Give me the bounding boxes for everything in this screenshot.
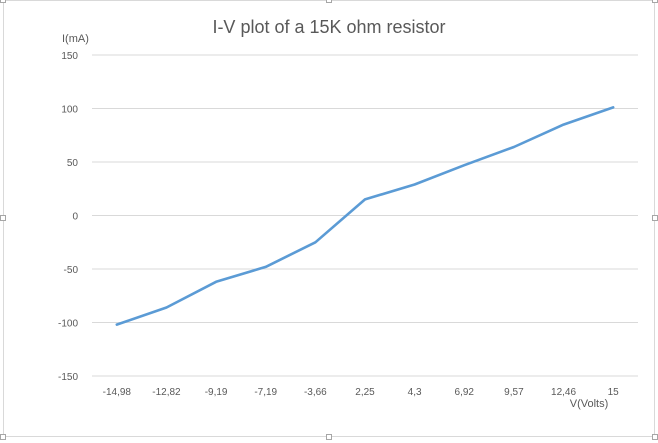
x-tick-label: 15: [608, 387, 620, 398]
y-tick-label: 100: [61, 105, 78, 116]
resize-handle-top-right[interactable]: [652, 0, 658, 3]
gridlines: [92, 54, 638, 377]
x-axis-label: V(Volts): [570, 398, 609, 410]
x-tick-label: -7,19: [254, 387, 277, 398]
series-line[interactable]: [115, 106, 615, 326]
y-tick-label: -150: [58, 372, 78, 383]
y-tick-label: -100: [58, 319, 78, 330]
series-layer: [115, 106, 615, 326]
x-tick-label: 9,57: [504, 387, 524, 398]
resize-handle-bottom-right[interactable]: [652, 434, 658, 440]
y-tick-label: 50: [67, 158, 79, 169]
x-tick-label: -14,98: [103, 387, 132, 398]
resize-handle-middle-left[interactable]: [0, 215, 6, 221]
resize-handle-top-left[interactable]: [0, 0, 6, 3]
resize-handle-bottom-middle[interactable]: [326, 434, 332, 440]
chart-title: I-V plot of a 15K ohm resistor: [212, 17, 445, 37]
resize-handle-middle-right[interactable]: [652, 215, 658, 221]
resize-handle-top-middle[interactable]: [326, 0, 332, 3]
x-tick-label: 2,25: [355, 387, 375, 398]
x-tick-label: 12,46: [551, 387, 576, 398]
x-tick-label: 6,92: [455, 387, 475, 398]
y-tick-label: -50: [64, 265, 79, 276]
y-axis-ticks: 150 100 50 0 -50 -100 -150: [58, 51, 78, 383]
y-axis-label: I(mA): [62, 33, 89, 45]
x-tick-label: -3,66: [304, 387, 327, 398]
chart-area[interactable]: [3, 0, 655, 437]
y-tick-label: 150: [61, 51, 78, 62]
y-tick-label: 0: [72, 212, 78, 223]
resize-handle-bottom-left[interactable]: [0, 434, 6, 440]
x-tick-label: -9,19: [205, 387, 228, 398]
x-tick-label: -12,82: [152, 387, 181, 398]
x-axis-ticks: -14,98 -12,82 -9,19 -7,19 -3,66 2,25 4,3 6,92 9,…: [103, 387, 620, 398]
x-tick-label: 4,3: [408, 387, 422, 398]
